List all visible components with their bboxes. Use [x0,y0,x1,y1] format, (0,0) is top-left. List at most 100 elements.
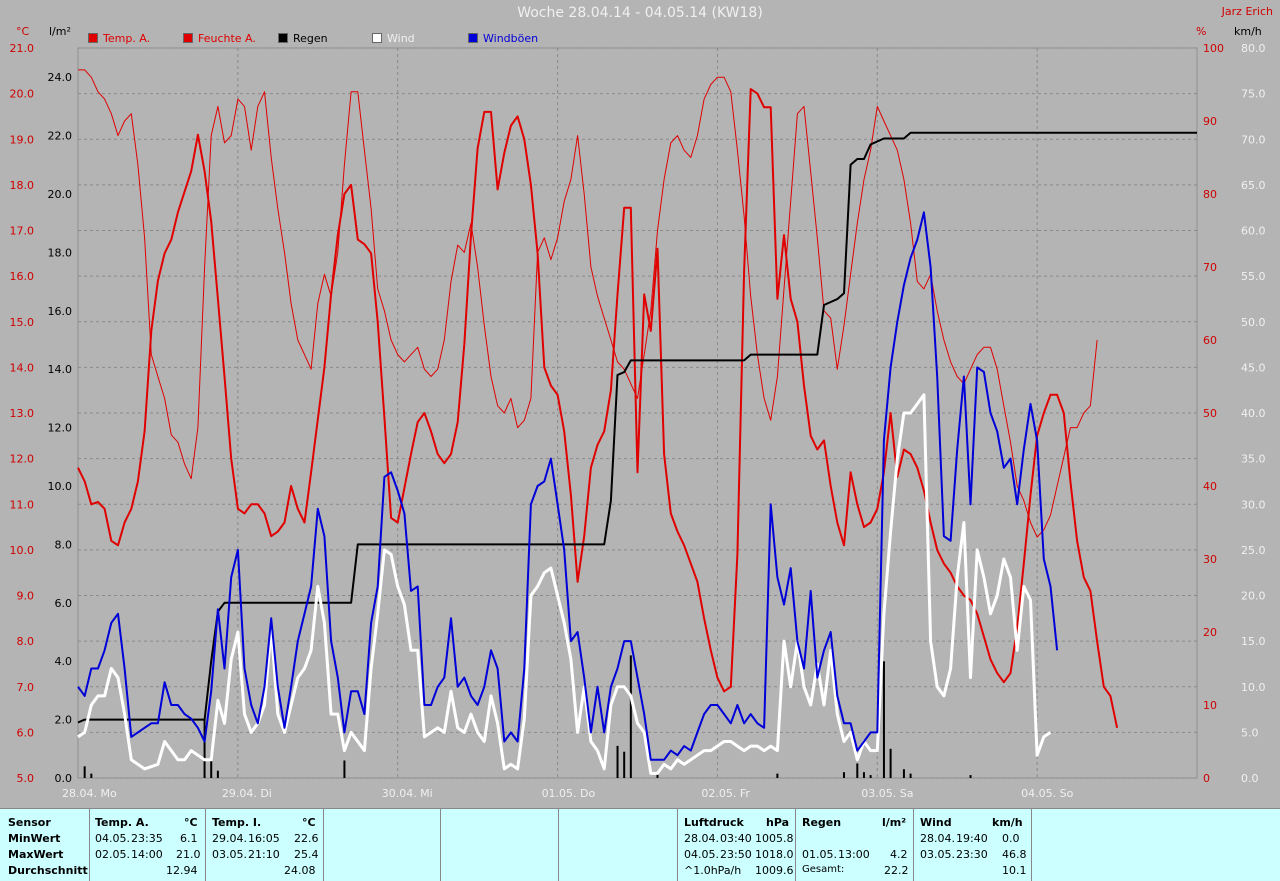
wind-tick-label: 20.0 [1241,590,1266,603]
rain-tick-label: 10.0 [48,480,73,493]
pressure-min-date: 28.04. [684,832,719,845]
day-tick-label: 04.05. So [1021,787,1073,800]
wind-min-date: 28.04. [920,832,955,845]
humidity-unit: % [1196,25,1207,38]
legend-label: Wind [387,31,415,45]
legend-swatch [88,33,98,43]
pressure-unit: hPa [766,816,790,829]
pressure-min-val: 1005.8 [755,832,794,845]
temp-tick-label: 5.0 [17,772,35,785]
rain-tick-label: 18.0 [48,246,73,259]
wind-min-time: 19:40 [956,832,988,845]
series-line-temp-a [77,88,1119,729]
stats-table: Sensor MinWert MaxWert Durchschnitt Temp… [0,808,1280,881]
wind-tick-label: 5.0 [1241,726,1259,739]
series-line-windb-en [77,211,1059,761]
rain-tick-label: 4.0 [55,655,73,668]
temp-tick-label: 20.0 [10,88,35,101]
legend-item: Temp. A. [88,31,150,45]
day-tick-label: 02.05. Fr [701,787,750,800]
day-tick-label: 01.05. Do [542,787,596,800]
chart-title: Woche 28.04.14 - 04.05.14 (KW18) [517,5,763,21]
rain-total-label: Gesamt: [802,864,845,875]
wind-title: Wind [920,816,952,829]
rain-max-time: 13:00 [838,848,870,861]
rain-tick-label: 14.0 [48,363,73,376]
legend-label: Windböen [483,31,539,45]
temp-tick-label: 11.0 [10,498,35,511]
temp-i-unit: °C [302,816,316,829]
wind-stat-unit: km/h [992,816,1023,829]
rain-tick-label: 24.0 [48,71,73,84]
row-min: MinWert [8,832,61,845]
wind-tick-label: 25.0 [1241,544,1266,557]
weather-chart: 5.0 6.0 7.0 8.0 9.0 10.0 11.0 12.0 13.0 14.0 15.0 1… [10,42,1266,800]
pressure-title: Luftdruck [684,816,744,829]
humidity-tick-label: 100 [1203,42,1224,55]
humidity-tick-label: 50 [1203,407,1217,420]
rain-unit: l/m² [49,25,71,38]
humidity-tick-label: 0 [1203,772,1210,785]
wind-max-time: 23:30 [956,848,988,861]
pressure-min-time: 03:40 [720,832,752,845]
rain-stat-unit: l/m² [882,816,907,829]
rain-tick-label: 16.0 [48,305,73,318]
pressure-trend: ^1.0hPa/h [684,864,742,877]
temp-tick-label: 6.0 [17,726,35,739]
wind-min-val: 0.0 [1002,832,1020,845]
wind-tick-label: 45.0 [1241,361,1266,374]
wind-tick-label: 15.0 [1241,635,1266,648]
rain-tick-label: 12.0 [48,422,73,435]
wind-tick-label: 75.0 [1241,88,1266,101]
temp-tick-label: 12.0 [10,453,35,466]
temp-tick-label: 21.0 [10,42,35,55]
rain-tick-label: 22.0 [48,130,73,143]
wind-tick-label: 0.0 [1241,772,1259,785]
legend-swatch [468,33,478,43]
row-max: MaxWert [8,848,64,861]
temp-a-max-date: 02.05. [95,848,130,861]
pressure-avg: 1009.6 [755,864,794,877]
legend-item: Wind [372,31,415,45]
temp-i-max-val: 25.4 [294,848,319,861]
day-tick-label: 03.05. Sa [861,787,913,800]
rain-tick-label: 2.0 [55,714,73,727]
wind-tick-label: 50.0 [1241,316,1266,329]
temp-tick-label: 18.0 [10,179,35,192]
temp-tick-label: 13.0 [10,407,35,420]
wind-tick-label: 40.0 [1241,407,1266,420]
legend-swatch [278,33,288,43]
temp-tick-label: 15.0 [10,316,35,329]
series-line-wind [77,393,1052,775]
temp-a-max-time: 14:00 [131,848,163,861]
rain-total: 22.2 [884,864,909,877]
author-label: Jarz Erich [1221,5,1273,18]
legend-item: Feuchte A. [183,31,256,45]
temp-tick-label: 19.0 [10,133,35,146]
wind-tick-label: 80.0 [1241,42,1266,55]
legend-label: Regen [293,31,328,45]
temp-tick-label: 7.0 [17,681,35,694]
temp-a-min-val: 6.1 [180,832,198,845]
humidity-tick-label: 70 [1203,261,1217,274]
temp-tick-label: 10.0 [10,544,35,557]
sensor-header: Sensor [8,816,51,829]
temp-i-max-time: 21:10 [248,848,280,861]
legend-item: Regen [278,31,328,45]
pressure-max-date: 04.05. [684,848,719,861]
humidity-tick-label: 60 [1203,334,1217,347]
legend-swatch [372,33,382,43]
humidity-tick-label: 30 [1203,553,1217,566]
legend-label: Feuchte A. [198,31,256,45]
temp-i-title: Temp. I. [212,816,262,829]
wind-tick-label: 30.0 [1241,498,1266,511]
row-avg: Durchschnitt [8,864,88,877]
temp-unit: °C [16,25,30,38]
wind-avg: 10.1 [1002,864,1027,877]
temp-tick-label: 9.0 [17,590,35,603]
rain-max-date: 01.05. [802,848,837,861]
temp-tick-label: 16.0 [10,270,35,283]
humidity-tick-label: 20 [1203,626,1217,639]
temp-a-title: Temp. A. [95,816,149,829]
legend-item: Windböen [468,31,538,45]
